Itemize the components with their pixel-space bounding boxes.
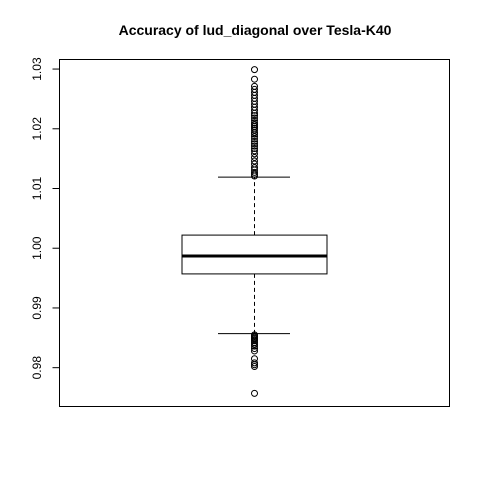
outlier-point bbox=[251, 137, 258, 145]
outlier-point bbox=[251, 359, 258, 367]
outlier-point bbox=[251, 135, 258, 143]
outlier-point bbox=[251, 147, 258, 155]
outlier-point bbox=[251, 150, 258, 158]
outlier-point bbox=[251, 144, 258, 152]
y-tick-label: 0.98 bbox=[30, 356, 44, 380]
outlier-point bbox=[251, 355, 258, 363]
outlier-point bbox=[251, 168, 258, 176]
y-tick-label: 1.00 bbox=[30, 236, 44, 260]
outlier-point bbox=[251, 153, 258, 161]
y-tick-label: 0.99 bbox=[30, 296, 44, 320]
outlier-point bbox=[251, 160, 258, 168]
outlier-point bbox=[251, 75, 258, 83]
outliers bbox=[251, 66, 258, 397]
y-tick-label: 1.03 bbox=[30, 57, 44, 81]
outlier-point bbox=[251, 133, 258, 141]
outlier-point bbox=[251, 331, 258, 339]
outlier-point bbox=[251, 66, 258, 74]
outlier-point bbox=[251, 157, 258, 165]
outlier-point bbox=[251, 114, 258, 122]
outlier-point bbox=[251, 140, 258, 148]
outlier-point bbox=[251, 82, 258, 90]
outlier-point bbox=[251, 389, 258, 397]
outlier-point bbox=[251, 142, 258, 150]
outlier-point bbox=[251, 116, 258, 124]
y-axis: 0.98 0.99 1.00 1.01 1.02 1.03 bbox=[30, 57, 60, 379]
outlier-point bbox=[251, 347, 258, 355]
y-tick-label: 1.01 bbox=[30, 177, 44, 201]
outlier-point bbox=[251, 85, 258, 93]
chart-title: Accuracy of lud_diagonal over Tesla-K40 bbox=[119, 22, 392, 38]
outlier-point bbox=[251, 164, 258, 172]
y-tick-label: 1.02 bbox=[30, 117, 44, 141]
box-group bbox=[181, 176, 328, 335]
outlier-point bbox=[251, 112, 258, 120]
plot-frame bbox=[59, 59, 450, 407]
outlier-point bbox=[251, 119, 258, 127]
